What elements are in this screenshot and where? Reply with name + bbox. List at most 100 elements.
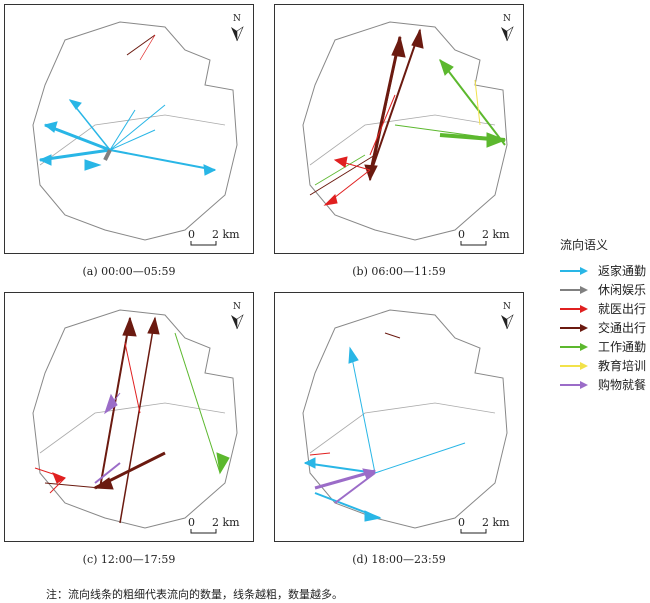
flow-arrow xyxy=(369,94,396,156)
scale-bar: 0 2 km xyxy=(458,516,510,534)
north-label: N xyxy=(503,14,511,24)
flow-arrow xyxy=(474,79,481,126)
legend-arrow-icon xyxy=(560,285,588,294)
boundary-outline xyxy=(32,21,238,241)
figure-note: 注：流向线条的粗细代表流向的数量，线条越粗，数量越多。 xyxy=(46,588,343,601)
legend-arrow-icon xyxy=(560,304,588,313)
flow-arrow xyxy=(309,154,376,196)
legend-arrow-icon xyxy=(560,361,588,370)
legend-label: 休闲娱乐 xyxy=(598,283,647,297)
flow-arrow xyxy=(103,149,112,161)
arrow-head xyxy=(38,154,52,166)
flow-arrow xyxy=(44,482,101,489)
map-panel-d: N 0 2 km xyxy=(274,292,524,542)
panel-c-caption: (c) 12:00—17:59 xyxy=(82,553,176,566)
flow-arrow xyxy=(44,123,111,152)
boundary-outline xyxy=(302,21,508,241)
flow-arrow xyxy=(349,347,376,474)
arrow-head xyxy=(68,99,82,110)
legend-arrow-icon xyxy=(560,342,588,351)
arrow-head xyxy=(333,156,348,168)
flow-arrow xyxy=(439,59,506,146)
flow-arrow xyxy=(109,109,136,151)
flow-arrow xyxy=(309,452,331,456)
legend-arrow-icon xyxy=(560,266,588,275)
legend-item: 就医出行 xyxy=(560,299,646,318)
arrow-head xyxy=(147,316,160,335)
arrow-head xyxy=(43,121,58,133)
north-label: N xyxy=(233,14,241,24)
arrow-head xyxy=(439,58,454,76)
scale-label: 2 km xyxy=(482,516,510,529)
inner-road xyxy=(39,402,226,454)
flow-arrow xyxy=(139,34,156,61)
north-arrow xyxy=(501,26,514,42)
scale-label: 2 km xyxy=(212,516,240,529)
legend-arrow-icon xyxy=(560,380,588,389)
legend-arrow-icon xyxy=(560,323,588,332)
map-d-svg: N 0 2 km xyxy=(302,302,514,534)
legend-title: 流向语义 xyxy=(560,238,609,252)
arrow-head xyxy=(303,457,316,469)
flow-arrow xyxy=(94,462,121,484)
flow-arrow xyxy=(369,29,421,176)
flow-arrow xyxy=(39,148,111,162)
legend-item: 交通出行 xyxy=(560,318,646,337)
north-arrow xyxy=(231,26,244,42)
flow-arrow xyxy=(384,332,401,339)
flow-arrow xyxy=(109,149,216,171)
flow-arrow xyxy=(124,342,141,414)
north-label: N xyxy=(233,302,241,312)
inner-road xyxy=(39,114,226,166)
legend-label: 工作通勤 xyxy=(598,340,647,354)
arrow-head xyxy=(411,28,424,49)
flow-arrow xyxy=(374,442,466,474)
legend-label: 就医出行 xyxy=(598,302,647,316)
map-b-svg: N 0 2 km xyxy=(302,14,514,246)
scale-label: 2 km xyxy=(212,228,240,241)
arrow-head xyxy=(52,472,67,484)
scale-label: 2 km xyxy=(482,228,510,241)
flow-arrow xyxy=(119,317,156,524)
panel-a-caption: (a) 00:00—05:59 xyxy=(82,265,176,278)
legend: 流向语义 返家通勤 休闲娱乐 就医出行 交通出行 工作通勤 教育培训 购物就餐 xyxy=(560,236,646,394)
legend-item: 教育培训 xyxy=(560,356,646,375)
flow-arrow xyxy=(49,477,66,494)
arrow-head xyxy=(104,393,118,415)
legend-item: 休闲娱乐 xyxy=(560,280,646,299)
north-arrow xyxy=(231,314,244,330)
arrow-head xyxy=(203,164,217,176)
arrow-head xyxy=(323,194,338,206)
scale-bar: 0 2 km xyxy=(458,228,510,246)
panel-d-caption: (d) 18:00—23:59 xyxy=(352,553,446,566)
scale-bar: 0 2 km xyxy=(188,516,240,534)
legend-label: 返家通勤 xyxy=(598,264,647,278)
north-arrow xyxy=(501,314,514,330)
legend-label: 购物就餐 xyxy=(598,378,647,392)
inner-road xyxy=(309,114,496,166)
legend-label: 交通出行 xyxy=(598,321,647,335)
legend-item: 购物就餐 xyxy=(560,375,646,394)
scale-zero: 0 xyxy=(188,516,195,529)
flow-arrow xyxy=(109,129,156,151)
panel-b-caption: (b) 06:00—11:59 xyxy=(352,265,446,278)
arrow-head xyxy=(93,477,114,490)
legend-item: 返家通勤 xyxy=(560,261,646,280)
scale-zero: 0 xyxy=(458,228,465,241)
arrow-head xyxy=(391,35,406,58)
map-panel-c: N 0 2 km xyxy=(4,292,254,542)
scale-zero: 0 xyxy=(458,516,465,529)
legend-item: 工作通勤 xyxy=(560,337,646,356)
scale-bar: 0 2 km xyxy=(188,228,240,246)
arrow-head xyxy=(122,316,137,337)
scale-zero: 0 xyxy=(188,228,195,241)
map-panel-a: N 0 2 km xyxy=(4,4,254,254)
arrow-head xyxy=(364,510,382,522)
map-c-svg: N 0 2 km xyxy=(32,302,244,534)
boundary-outline xyxy=(32,309,238,529)
flow-arrow xyxy=(109,104,166,151)
flow-arrow xyxy=(174,332,221,474)
inner-road xyxy=(309,402,496,454)
arrow-head xyxy=(362,468,377,480)
map-panel-b: N 0 2 km xyxy=(274,4,524,254)
